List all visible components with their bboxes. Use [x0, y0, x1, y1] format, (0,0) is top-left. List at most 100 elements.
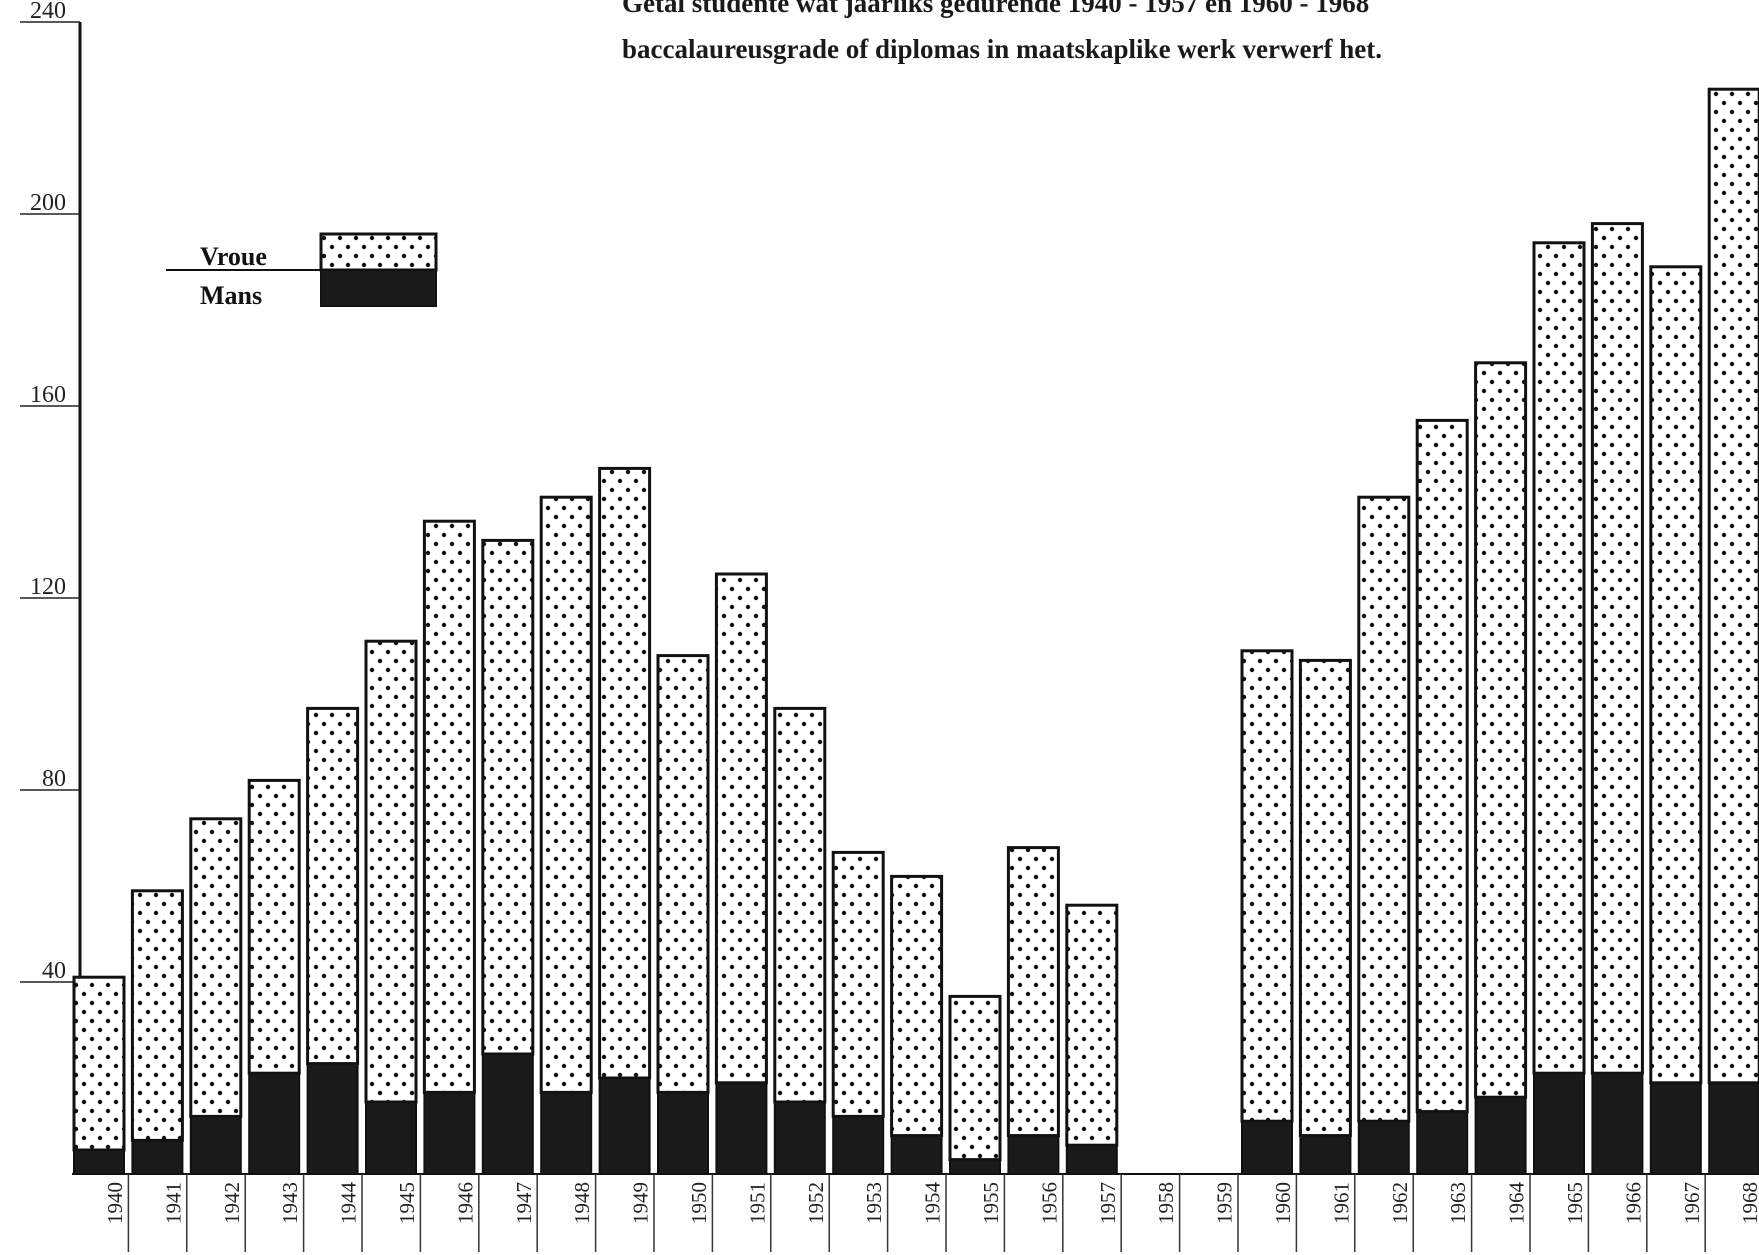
bar-vroue-1966 — [1590, 222, 1644, 1075]
bar-mans-1967 — [1649, 1081, 1702, 1176]
bar-vroue-1963 — [1415, 418, 1469, 1114]
bar-mans-1961 — [1299, 1134, 1352, 1175]
bar-mans-1948 — [540, 1091, 593, 1176]
x-tick-label: 1940 — [103, 1182, 127, 1224]
x-tick-label: 1949 — [629, 1182, 653, 1224]
bar-mans-1944 — [306, 1062, 359, 1175]
bar-mans-1940 — [73, 1149, 125, 1175]
bar-vroue-1962 — [1357, 495, 1411, 1123]
legend-swatch-mans — [320, 269, 437, 307]
legend-label-mans: Mans — [200, 281, 262, 310]
y-tick-label: 240 — [30, 0, 66, 24]
y-axis-ticks: 40 80 120 160 200 240 — [20, 0, 80, 984]
x-tick-label: 1960 — [1271, 1182, 1295, 1224]
bar-mans-1942 — [189, 1115, 242, 1176]
x-tick-label: 1944 — [337, 1182, 361, 1225]
bar-vroue-1968 — [1707, 87, 1759, 1085]
bar-vroue-1954 — [890, 874, 944, 1138]
x-tick-label: 1941 — [161, 1182, 185, 1224]
bar-mans-1955 — [949, 1158, 1001, 1175]
bar-mans-1956 — [1007, 1134, 1060, 1175]
bar-vroue-1953 — [831, 850, 885, 1118]
bar-mans-1965 — [1533, 1072, 1585, 1175]
x-tick-label: 1955 — [979, 1182, 1003, 1224]
x-tick-label: 1966 — [1621, 1182, 1645, 1224]
x-tick-label: 1965 — [1563, 1182, 1587, 1224]
x-tick-label: 1952 — [804, 1182, 828, 1224]
y-tick-label: 160 — [30, 382, 66, 408]
bar-mans-1946 — [423, 1091, 476, 1176]
bar-mans-1953 — [832, 1115, 885, 1176]
x-tick-label: 1946 — [453, 1182, 477, 1224]
bar-vroue-1944 — [306, 706, 360, 1066]
bar-vroue-1945 — [364, 639, 418, 1104]
x-tick-label: 1947 — [512, 1182, 536, 1224]
legend-swatch-vroue — [319, 232, 438, 272]
x-tick-label: 1967 — [1680, 1182, 1704, 1224]
bar-mans-1950 — [657, 1091, 709, 1176]
bar-vroue-1964 — [1474, 361, 1528, 1099]
y-tick-label: 40 — [42, 958, 66, 984]
x-tick-label: 1964 — [1505, 1182, 1529, 1225]
bar-vroue-1941 — [130, 889, 184, 1142]
bar-vroue-1947 — [481, 538, 535, 1056]
bar-mans-1945 — [365, 1101, 417, 1175]
bar-vroue-1950 — [656, 654, 710, 1094]
bar-mans-1964 — [1474, 1096, 1527, 1175]
x-tick-label: 1950 — [687, 1182, 711, 1224]
bar-vroue-1942 — [189, 817, 243, 1118]
y-tick-label: 200 — [30, 190, 66, 216]
bar-mans-1947 — [481, 1053, 534, 1175]
bar-vroue-1965 — [1532, 241, 1586, 1075]
bar-vroue-1960 — [1240, 649, 1294, 1123]
x-tick-label: 1945 — [395, 1182, 419, 1224]
bar-mans-1943 — [248, 1072, 301, 1175]
x-axis-labels: 1940 1941 1942 1943 1944 1945 1946 1947 1948 1949… — [103, 1182, 1759, 1225]
bar-vroue-1956 — [1006, 846, 1060, 1138]
x-tick-label: 1968 — [1738, 1182, 1759, 1224]
x-tick-label: 1956 — [1037, 1182, 1061, 1224]
bar-vroue-1955 — [948, 994, 1002, 1162]
bar-vroue-1943 — [247, 778, 301, 1075]
x-tick-label: 1958 — [1154, 1182, 1178, 1224]
legend: Vroue Mans — [166, 232, 438, 310]
x-tick-label: 1953 — [862, 1182, 886, 1224]
bar-mans-1954 — [890, 1134, 943, 1175]
bar-mans-1960 — [1241, 1120, 1293, 1175]
bar-mans-1957 — [1065, 1144, 1118, 1175]
bar-mans-1968 — [1708, 1081, 1759, 1176]
x-tick-label: 1943 — [278, 1182, 302, 1224]
bar-vroue-1949 — [598, 466, 652, 1080]
bar-vroue-1957 — [1065, 903, 1119, 1147]
y-tick-label: 80 — [42, 766, 66, 792]
bar-vroue-1967 — [1649, 265, 1703, 1085]
bars — [72, 87, 1759, 1252]
bar-vroue-1952 — [773, 706, 827, 1104]
chart-title: Getal studente wat jaarliks gedurende 19… — [622, 0, 1382, 64]
x-tick-label: 1951 — [745, 1182, 769, 1224]
x-tick-label: 1959 — [1213, 1182, 1237, 1224]
x-tick-label: 1942 — [220, 1182, 244, 1224]
x-tick-label: 1957 — [1096, 1182, 1120, 1224]
legend-label-vroue: Vroue — [200, 242, 267, 271]
bar-mans-1963 — [1416, 1110, 1469, 1175]
bar-mans-1949 — [598, 1077, 651, 1175]
bar-mans-1966 — [1591, 1072, 1644, 1175]
bar-mans-1951 — [715, 1081, 768, 1176]
bar-vroue-1948 — [539, 495, 593, 1094]
bar-mans-1962 — [1357, 1120, 1410, 1175]
x-tick-label: 1962 — [1388, 1182, 1412, 1224]
bar-mans-1952 — [773, 1101, 826, 1175]
x-tick-label: 1948 — [570, 1182, 594, 1224]
y-tick-label: 120 — [30, 574, 66, 600]
x-tick-label: 1954 — [921, 1182, 945, 1225]
chart-title-line-1: Getal studente wat jaarliks gedurende 19… — [622, 0, 1369, 18]
bar-vroue-1940 — [72, 975, 126, 1152]
x-tick-label: 1963 — [1446, 1182, 1470, 1224]
bar-mans-1941 — [131, 1139, 184, 1176]
bar-vroue-1946 — [422, 519, 476, 1094]
bar-vroue-1961 — [1298, 658, 1352, 1138]
bar-vroue-1951 — [714, 572, 768, 1085]
chart-title-line-2: baccalaureusgrade of diplomas in maatska… — [622, 34, 1382, 64]
